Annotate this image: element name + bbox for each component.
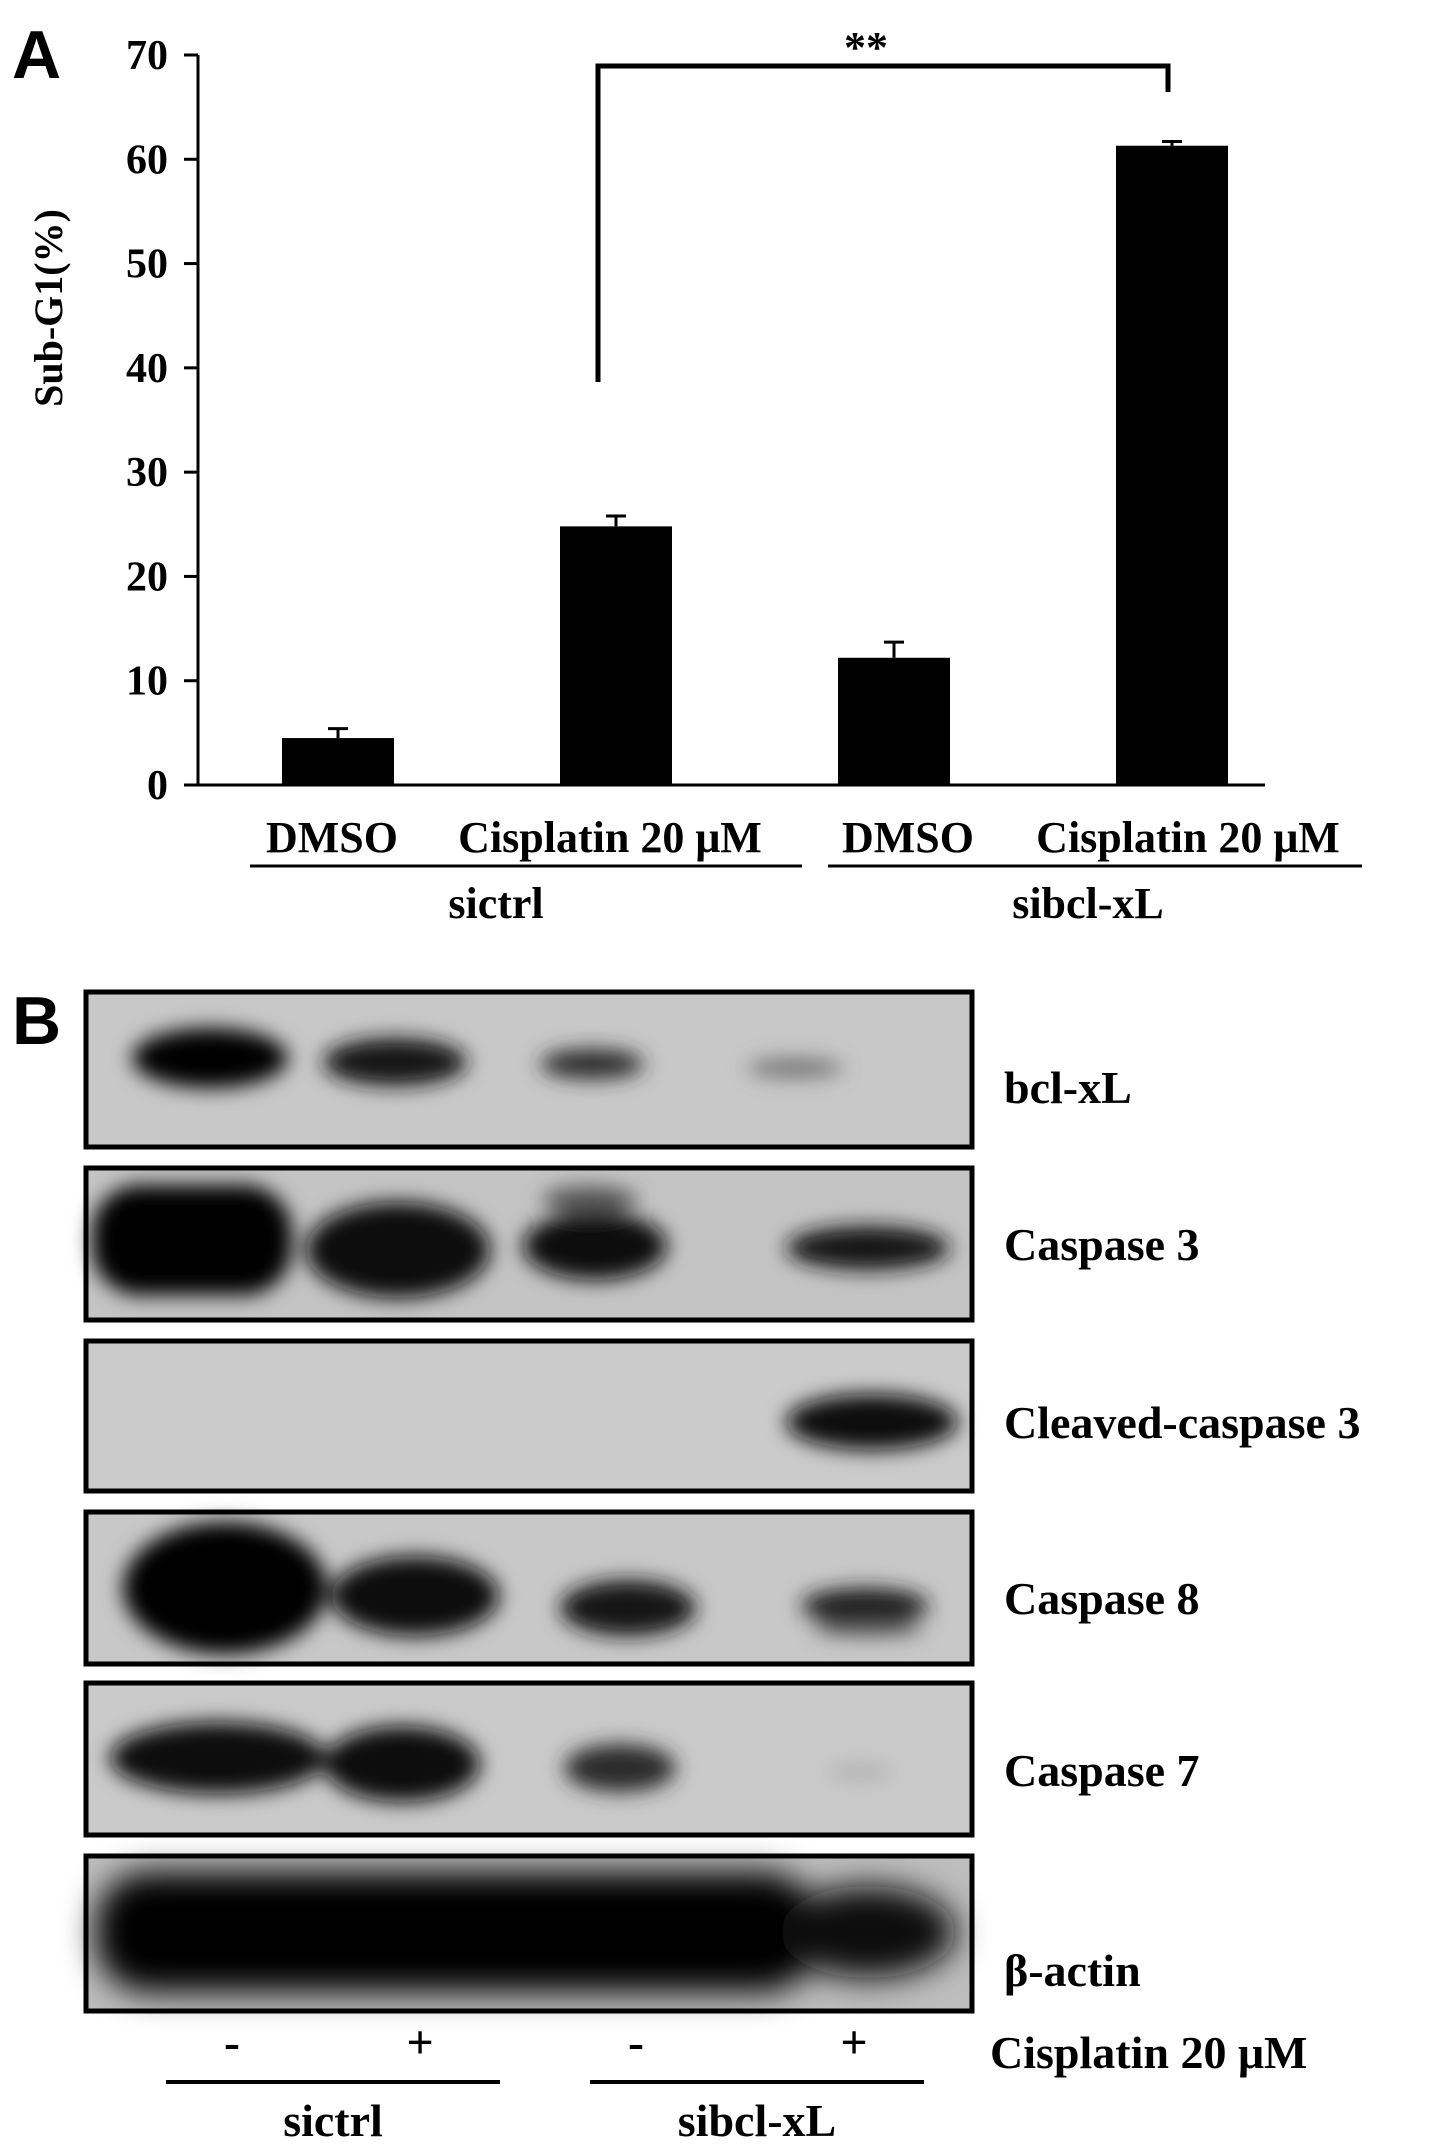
y-axis-ticks: 0 10 20 30 40 50 60 70 (126, 33, 198, 809)
lane-group-label-sibclxl: sibcl-xL (678, 2095, 836, 2146)
blot-label-cleaved-caspase-3: Cleaved-caspase 3 (1004, 1397, 1360, 1448)
y-tick-label-30: 30 (126, 450, 168, 496)
bar-chart: Sub-G1(%) 0 10 20 30 40 50 60 70 ** DMSO Cispla… (26, 23, 1362, 928)
group-label-sibclxl: sibcl-xL (1012, 879, 1164, 928)
lane-sign-2: + (406, 2016, 433, 2069)
blot-label-beta-actin: β-actin (1004, 1945, 1141, 1996)
blot-bcl-xl (83, 989, 975, 1150)
significance-bracket: ** (595, 23, 1171, 382)
blot-caspase-8 (83, 1509, 975, 1667)
y-tick-label-70: 70 (126, 33, 168, 79)
bar-1 (282, 738, 394, 785)
y-tick-label-10: 10 (126, 659, 168, 705)
blot-caspase-7 (83, 1680, 975, 1838)
significance-label: ** (844, 23, 888, 72)
panel-a-letter: A (12, 17, 61, 93)
x-tick-label-dmso-sictrl: DMSO (266, 813, 398, 862)
panel-b-letter: B (12, 983, 61, 1059)
bar-2 (560, 526, 672, 785)
error-bar-1 (328, 727, 348, 739)
blot-beta-actin (83, 1853, 975, 2014)
lane-sign-3: - (628, 2016, 644, 2069)
error-bar-4 (1162, 140, 1182, 146)
blot-label-bcl-xl: bcl-xL (1004, 1062, 1132, 1113)
blot-label-caspase-3: Caspase 3 (1004, 1219, 1200, 1270)
blot-label-caspase-8: Caspase 8 (1004, 1573, 1200, 1624)
blot-caspase-3 (83, 1165, 975, 1323)
x-tick-label-cisplatin-sibclxl: Cisplatin 20 μM (1036, 813, 1340, 862)
y-tick-label-40: 40 (126, 346, 168, 392)
y-tick-label-0: 0 (147, 763, 168, 809)
bar-4 (1116, 145, 1228, 785)
x-tick-label-cisplatin-sictrl: Cisplatin 20 μM (458, 813, 762, 862)
blot-cleaved-caspase-3 (83, 1338, 975, 1494)
lane-sign-1: - (224, 2016, 240, 2069)
lane-group-label-sictrl: sictrl (283, 2095, 383, 2146)
treatment-label: Cisplatin 20 μM (990, 2027, 1307, 2078)
x-tick-label-dmso-sibclxl: DMSO (842, 813, 974, 862)
bar-3 (838, 657, 950, 785)
y-tick-label-20: 20 (126, 554, 168, 600)
y-tick-label-60: 60 (126, 137, 168, 183)
lane-sign-4: + (840, 2016, 867, 2069)
y-axis-label: Sub-G1(%) (26, 209, 71, 407)
blot-label-caspase-7: Caspase 7 (1004, 1745, 1200, 1796)
error-bar-2 (606, 514, 626, 527)
bars (282, 140, 1228, 785)
y-tick-label-50: 50 (126, 242, 168, 288)
group-label-sictrl: sictrl (448, 879, 543, 928)
error-bar-3 (884, 640, 904, 658)
